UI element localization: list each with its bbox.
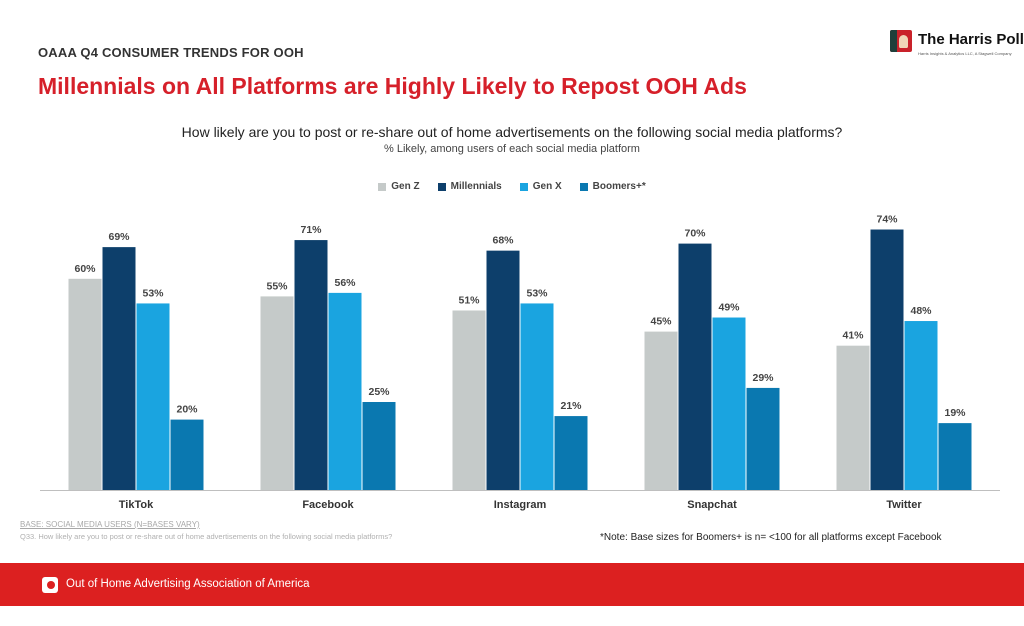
bar-snapchat-2 bbox=[712, 317, 746, 490]
category-label: Twitter bbox=[886, 499, 922, 511]
legend-item-boomers: Boomers+* bbox=[579, 181, 646, 192]
bar-tiktok-0 bbox=[68, 278, 102, 490]
legend-swatch bbox=[437, 182, 446, 191]
chart-legend: Gen Z Millennials Gen X Boomers+* bbox=[0, 181, 1024, 192]
category-label: TikTok bbox=[119, 499, 154, 511]
boomers-footnote: *Note: Base sizes for Boomers+ is n= <10… bbox=[600, 532, 942, 543]
bar-facebook-2 bbox=[328, 292, 362, 490]
footer-bar: Out of Home Advertising Association of A… bbox=[0, 563, 1024, 606]
legend-item-gen-z: Gen Z bbox=[378, 181, 420, 192]
legend-label: Gen X bbox=[532, 181, 562, 192]
slide-kicker: OAAA Q4 CONSUMER TRENDS FOR OOH bbox=[38, 45, 304, 60]
legend-swatch bbox=[579, 182, 588, 191]
base-note: BASE: SOCIAL MEDIA USERS (N=BASES VARY) bbox=[20, 520, 200, 529]
data-label: 45% bbox=[650, 316, 672, 328]
slide-title: Millennials on All Platforms are Highly … bbox=[38, 73, 747, 99]
bar-twitter-3 bbox=[938, 423, 972, 490]
logo-name: The Harris Poll bbox=[918, 31, 1024, 48]
data-label: 68% bbox=[492, 235, 514, 247]
bar-instagram-3 bbox=[554, 416, 588, 490]
data-label: 48% bbox=[910, 305, 932, 317]
bar-tiktok-1 bbox=[102, 247, 136, 490]
bar-snapchat-1 bbox=[678, 243, 712, 490]
category-label: Facebook bbox=[302, 499, 354, 511]
category-label: Snapchat bbox=[687, 499, 737, 511]
question-note: Q33. How likely are you to post or re-sh… bbox=[20, 532, 393, 541]
harris-poll-logo-icon bbox=[890, 30, 912, 52]
legend-swatch bbox=[519, 182, 528, 191]
data-label: 69% bbox=[108, 231, 130, 243]
data-label: 21% bbox=[560, 400, 582, 412]
data-label: 49% bbox=[718, 302, 740, 314]
bar-instagram-1 bbox=[486, 250, 520, 490]
legend-label: Gen Z bbox=[391, 181, 420, 192]
harris-poll-logo: The Harris Poll Harris Insights & Analyt… bbox=[886, 28, 1024, 68]
legend-item-millennials: Millennials bbox=[437, 181, 502, 192]
oaaa-logo-icon bbox=[42, 577, 58, 593]
bar-chart: 60% 69% 53% 20% TikTok 55% 71% 56% 25% Facebook 51… bbox=[40, 214, 1000, 511]
data-label: 51% bbox=[458, 294, 480, 306]
legend-label: Boomers+* bbox=[592, 181, 646, 192]
chart-subtitle: % Likely, among users of each social med… bbox=[384, 143, 640, 155]
bar-facebook-1 bbox=[294, 240, 328, 490]
bar-tiktok-2 bbox=[136, 303, 170, 490]
bar-twitter-2 bbox=[904, 321, 938, 490]
data-label: 41% bbox=[842, 330, 864, 342]
bar-snapchat-0 bbox=[644, 331, 678, 490]
data-label: 20% bbox=[176, 404, 198, 416]
bar-facebook-0 bbox=[260, 296, 294, 490]
data-label: 29% bbox=[752, 372, 774, 384]
bar-instagram-0 bbox=[452, 310, 486, 490]
legend-item-gen-x: Gen X bbox=[519, 181, 562, 192]
chart-question: How likely are you to post or re-share o… bbox=[181, 124, 843, 140]
bar-tiktok-3 bbox=[170, 419, 204, 490]
data-label: 25% bbox=[368, 386, 390, 398]
data-label: 53% bbox=[526, 287, 548, 299]
data-label: 55% bbox=[266, 280, 288, 292]
logo-subtitle: Harris Insights & Analytics LLC, A Stagw… bbox=[918, 51, 1012, 56]
bar-twitter-0 bbox=[836, 345, 870, 490]
data-label: 56% bbox=[334, 277, 356, 289]
data-label: 19% bbox=[944, 407, 966, 419]
legend-label: Millennials bbox=[450, 181, 502, 192]
data-label: 71% bbox=[300, 224, 322, 236]
footer-org: Out of Home Advertising Association of A… bbox=[66, 578, 310, 590]
bar-snapchat-3 bbox=[746, 387, 780, 490]
data-label: 74% bbox=[876, 214, 898, 226]
category-label: Instagram bbox=[494, 499, 547, 511]
bar-twitter-1 bbox=[870, 229, 904, 490]
bar-instagram-2 bbox=[520, 303, 554, 490]
data-label: 70% bbox=[684, 228, 706, 240]
data-label: 53% bbox=[142, 287, 164, 299]
legend-swatch bbox=[378, 182, 387, 191]
data-label: 60% bbox=[74, 263, 96, 275]
bar-facebook-3 bbox=[362, 402, 396, 490]
